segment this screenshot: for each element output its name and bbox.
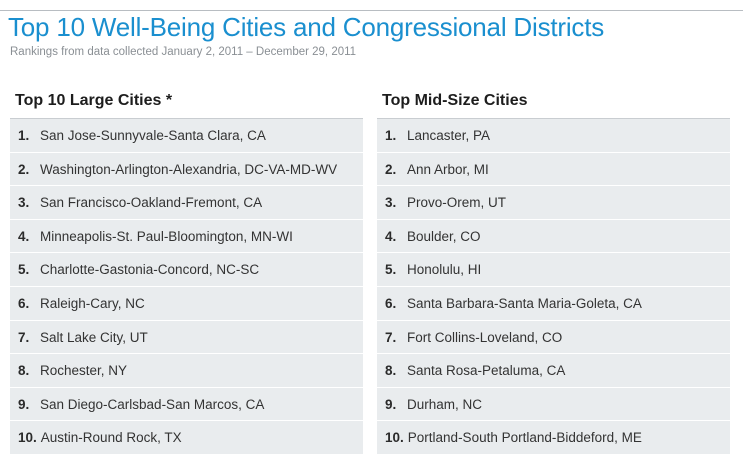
city-name: Fort Collins-Loveland, CO — [407, 329, 563, 345]
city-name: Honolulu, HI — [407, 262, 482, 278]
list-item: 3. San Francisco-Oakland-Fremont, CA — [10, 186, 363, 220]
list-item: 2. Washington-Arlington-Alexandria, DC-VA… — [10, 153, 363, 187]
city-name: Santa Barbara-Santa Maria-Goleta, CA — [407, 295, 642, 311]
midsize-cities-panel: Top Mid-Size Cities 1. Lancaster, PA 2. An… — [377, 82, 730, 455]
rank-number: 5. — [385, 262, 397, 278]
list-item: 6. Raleigh-Cary, NC — [10, 287, 363, 321]
city-name: Rochester, NY — [40, 363, 128, 379]
list-item: 2. Ann Arbor, MI — [377, 153, 730, 187]
list-item: 10. Portland-South Portland-Biddeford, ME — [377, 421, 730, 455]
midsize-cities-heading: Top Mid-Size Cities — [377, 82, 730, 119]
city-name: Raleigh-Cary, NC — [40, 295, 145, 311]
rank-number: 2. — [18, 161, 30, 177]
rank-number: 8. — [385, 363, 397, 379]
rank-number: 9. — [385, 396, 397, 412]
page-subtitle: Rankings from data collected January 2, … — [10, 46, 357, 58]
midsize-cities-list: 1. Lancaster, PA 2. Ann Arbor, MI 3. Provo-… — [377, 119, 730, 455]
rank-number: 4. — [18, 228, 30, 244]
large-cities-heading: Top 10 Large Cities * — [10, 82, 363, 119]
city-name: Durham, NC — [407, 396, 483, 412]
rank-number: 1. — [385, 128, 397, 143]
list-item: 7. Fort Collins-Loveland, CO — [377, 321, 730, 355]
city-name: Austin-Round Rock, TX — [40, 430, 182, 446]
city-name: Salt Lake City, UT — [40, 329, 148, 345]
rank-number: 7. — [385, 329, 397, 345]
rank-number: 5. — [18, 262, 30, 278]
rank-number: 6. — [385, 295, 397, 311]
large-cities-panel: Top 10 Large Cities * 1. San Jose-Sunnyva… — [10, 82, 363, 455]
rank-number: 3. — [385, 195, 397, 211]
city-name: Portland-South Portland-Biddeford, ME — [407, 430, 642, 446]
page-title: Top 10 Well-Being Cities and Congression… — [8, 12, 605, 42]
list-item: 8. Santa Rosa-Petaluma, CA — [377, 354, 730, 388]
list-item: 8. Rochester, NY — [10, 354, 363, 388]
list-item: 10. Austin-Round Rock, TX — [10, 421, 363, 455]
list-item: 6. Santa Barbara-Santa Maria-Goleta, CA — [377, 287, 730, 321]
rank-number: 6. — [18, 295, 30, 311]
rank-number: 8. — [18, 363, 30, 379]
list-item: 3. Provo-Orem, UT — [377, 186, 730, 220]
large-cities-list: 1. San Jose-Sunnyvale-Santa Clara, CA 2. W… — [10, 119, 363, 455]
list-item: 9. San Diego-Carlsbad-San Marcos, CA — [10, 388, 363, 422]
rank-number: 7. — [18, 329, 30, 345]
list-item: 7. Salt Lake City, UT — [10, 321, 363, 355]
list-item: 1. Lancaster, PA — [377, 119, 730, 153]
city-name: San Jose-Sunnyvale-Santa Clara, CA — [40, 128, 266, 143]
header-rule — [0, 10, 743, 11]
city-name: Minneapolis-St. Paul-Bloomington, MN-WI — [40, 228, 293, 244]
rank-number: 9. — [18, 396, 30, 412]
city-name: San Francisco-Oakland-Fremont, CA — [40, 195, 263, 211]
city-name: Ann Arbor, MI — [407, 161, 489, 177]
rank-number: 4. — [385, 228, 397, 244]
city-name: Washington-Arlington-Alexandria, DC-VA-M… — [40, 161, 338, 177]
city-name: Lancaster, PA — [407, 128, 491, 143]
list-item: 9. Durham, NC — [377, 388, 730, 422]
list-item: 1. San Jose-Sunnyvale-Santa Clara, CA — [10, 119, 363, 153]
rank-number: 10. — [385, 430, 404, 446]
list-item: 4. Minneapolis-St. Paul-Bloomington, MN-W… — [10, 220, 363, 254]
city-name: Charlotte-Gastonia-Concord, NC-SC — [40, 262, 260, 278]
city-name: Boulder, CO — [407, 228, 481, 244]
rank-number: 3. — [18, 195, 30, 211]
list-item: 5. Honolulu, HI — [377, 253, 730, 287]
rank-number: 1. — [18, 128, 30, 143]
city-name: San Diego-Carlsbad-San Marcos, CA — [40, 396, 265, 412]
rank-number: 10. — [18, 430, 37, 446]
city-name: Santa Rosa-Petaluma, CA — [407, 363, 566, 379]
rank-number: 2. — [385, 161, 397, 177]
list-item: 4. Boulder, CO — [377, 220, 730, 254]
city-name: Provo-Orem, UT — [407, 195, 507, 211]
list-item: 5. Charlotte-Gastonia-Concord, NC-SC — [10, 253, 363, 287]
